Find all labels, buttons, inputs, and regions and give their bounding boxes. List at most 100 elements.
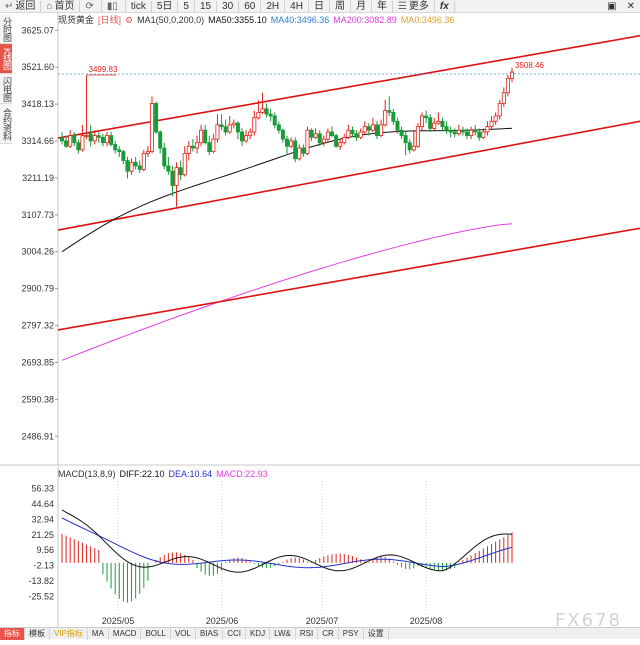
side-tab-contract[interactable]: 合约资料 (0, 104, 12, 144)
candle-body (244, 135, 249, 142)
candle-body (256, 111, 261, 119)
candle-body (366, 126, 371, 131)
tab-vol[interactable]: VOL (171, 627, 196, 640)
candle-body (289, 140, 294, 147)
tab-psy[interactable]: PSY (339, 627, 364, 640)
candle-body (223, 126, 228, 133)
candle-body (493, 115, 498, 122)
period-15[interactable]: 15 (199, 0, 212, 12)
candle-body (276, 124, 281, 131)
high-right-label: 3508.46 (515, 61, 544, 70)
tab-vip[interactable]: VIP指标 (50, 627, 88, 640)
candle-body (317, 133, 322, 144)
macd-legend: MACD(13,8,9) DIFF:22.10 DEA:10.64 MACD:2… (58, 468, 268, 480)
price-tick-label: 3521.60 (21, 62, 54, 72)
candle-body (440, 120, 445, 128)
tab-kdj[interactable]: KDJ (246, 627, 271, 640)
x-tick-label: 2025/08 (410, 616, 443, 626)
back-button[interactable]: ↵ 返回 (5, 0, 36, 12)
candle-body (399, 129, 404, 136)
candle-body (207, 142, 212, 153)
refresh-button[interactable]: ⟳ (80, 0, 100, 13)
period-4h[interactable]: 4H (290, 0, 303, 12)
close-button[interactable]: ✕ (622, 0, 640, 13)
tab-cci[interactable]: CCI (223, 627, 246, 640)
candle-body (477, 131, 482, 138)
macd-params: MACD(13,8,9) (58, 469, 116, 479)
candle-body (415, 126, 420, 147)
candle-body (129, 161, 134, 172)
tab-boll[interactable]: BOLL (141, 627, 171, 640)
tab-rsi[interactable]: RSI (296, 627, 319, 640)
period-day[interactable]: 日 (313, 0, 324, 12)
side-tab-kline[interactable]: K线图 (0, 44, 12, 74)
candle-body (80, 135, 85, 151)
macd-tick-label: -25.52 (28, 592, 54, 602)
side-tab-timeshare[interactable]: 分时图 (0, 14, 12, 44)
side-tab-flash[interactable]: 闪电图 (0, 74, 12, 104)
back-arrow-icon: ↵ (5, 0, 14, 12)
candle-body (76, 142, 81, 151)
candle-body (313, 133, 318, 138)
candle-body (199, 129, 204, 144)
tab-cr[interactable]: CR (318, 627, 339, 640)
more-button[interactable]: ☰ 更多 (397, 0, 429, 12)
tab-indicators[interactable]: 指标 (0, 627, 25, 640)
channel-trend-line (57, 227, 640, 331)
settings-icon[interactable]: ⚙ (125, 15, 134, 25)
pin-button[interactable]: ▣ (602, 0, 621, 13)
menu-icon: ☰ (397, 0, 407, 12)
candle-body (505, 78, 510, 94)
price-tick-label: 2590.38 (21, 394, 54, 404)
candle-body (268, 113, 273, 117)
tab-ma[interactable]: MA (88, 627, 109, 640)
period-5day[interactable]: 5日 (156, 0, 173, 12)
tab-settings[interactable]: 设置 (364, 627, 389, 640)
candle-body (284, 138, 289, 147)
candle-body (473, 129, 478, 133)
period-year[interactable]: 年 (376, 0, 387, 12)
period-5[interactable]: 5 (183, 0, 189, 12)
candle-body (239, 131, 244, 142)
candle-body (481, 131, 486, 138)
candle-body (215, 124, 220, 140)
period-2h[interactable]: 2H (266, 0, 280, 12)
candle-body (469, 129, 474, 136)
candle-body (109, 135, 114, 145)
candle-body (293, 140, 298, 160)
candle-body (141, 152, 146, 170)
tab-macd[interactable]: MACD (109, 627, 142, 640)
period-30[interactable]: 30 (222, 0, 234, 12)
candle-body (186, 145, 191, 154)
home-button[interactable]: ⌂ 首页 (46, 0, 75, 12)
candle-body (489, 120, 494, 128)
period-week[interactable]: 周 (334, 0, 345, 12)
price-tick-label: 3418.13 (21, 99, 54, 109)
x-tick-label: 2025/06 (206, 616, 239, 626)
candle-body (436, 120, 441, 124)
chart-canvas[interactable]: 3625.07 3521.60 3418.13 3314.66 3211.19 3107.… (0, 13, 640, 627)
formula-button[interactable]: fx (439, 0, 449, 12)
period-60[interactable]: 60 (244, 0, 256, 12)
period-month[interactable]: 月 (355, 0, 366, 12)
tab-lw[interactable]: LW& (270, 627, 296, 640)
candle-body (96, 135, 101, 138)
chart-type-button[interactable]: ▮▯ (102, 0, 125, 13)
macd-value: MACD:22.93 (216, 469, 268, 479)
candle-body (387, 110, 392, 113)
candle-body (485, 126, 490, 133)
tab-bias[interactable]: BIAS (196, 627, 224, 640)
period-tick[interactable]: tick (130, 0, 146, 12)
candle-body (182, 152, 187, 176)
tab-templates[interactable]: 模板 (25, 627, 50, 640)
price-tick-label: 2900.79 (21, 284, 54, 294)
candle-body (162, 147, 167, 167)
macd-dea: DEA:10.64 (168, 469, 213, 479)
candle-body (305, 129, 310, 154)
candle-body (395, 120, 400, 131)
macd-tick-label: 44.64 (31, 499, 54, 509)
price-tick-label: 3004.26 (21, 247, 54, 257)
candle-body (149, 103, 154, 153)
candle-body (383, 110, 388, 126)
candle-body (391, 111, 396, 122)
